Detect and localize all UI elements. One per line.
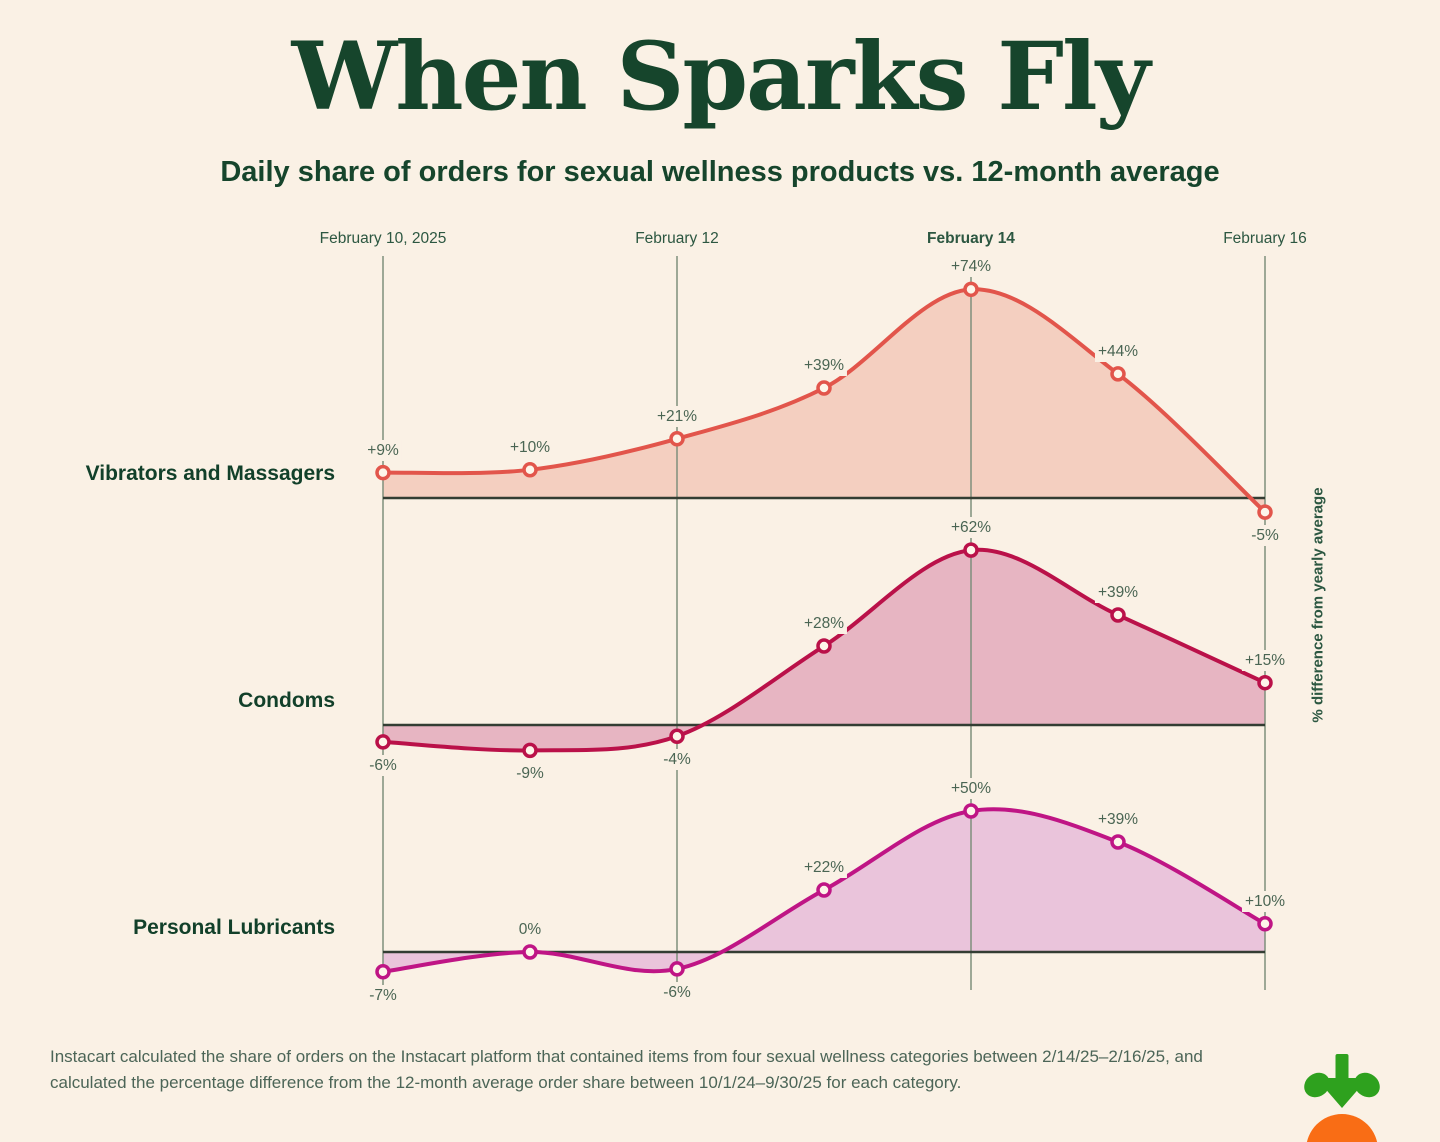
data-point-label: 0%	[515, 919, 545, 940]
data-point-label: -4%	[660, 749, 694, 771]
data-point-label: -7%	[366, 984, 400, 1006]
data-point-marker	[1110, 366, 1126, 382]
data-point-marker	[1257, 674, 1273, 691]
series-area	[383, 289, 1265, 513]
instacart-carrot-logo	[1304, 1054, 1380, 1142]
data-point-marker	[522, 944, 538, 960]
data-point-marker	[1257, 504, 1273, 520]
x-tick-label: February 12	[635, 230, 719, 247]
data-point-marker	[669, 728, 685, 745]
carrot-body	[1306, 1114, 1378, 1142]
x-tick-label: February 10, 2025	[319, 230, 447, 247]
data-point-marker	[375, 963, 391, 980]
data-point-marker	[816, 882, 832, 898]
data-point-label: -9%	[513, 763, 547, 785]
data-point-marker	[375, 464, 391, 481]
data-point-marker	[816, 380, 832, 396]
series-name-label: Personal Lubricants	[133, 916, 335, 939]
data-point-marker	[522, 462, 538, 478]
data-point-label: +62%	[947, 517, 995, 539]
data-point-label: -5%	[1248, 525, 1282, 547]
data-point-marker	[522, 742, 538, 759]
data-point-marker	[669, 961, 685, 977]
series-name-label: Vibrators and Massagers	[85, 462, 335, 485]
data-point-marker	[669, 431, 685, 447]
carrot-leaf-arrow	[1304, 1054, 1380, 1108]
page-title: When Sparks Fly	[291, 22, 1151, 132]
data-point-label: +22%	[800, 856, 848, 878]
data-point-label: -6%	[660, 981, 694, 1003]
data-point-label: -6%	[366, 754, 400, 776]
data-point-marker	[963, 542, 979, 558]
data-point-label: +39%	[1094, 582, 1142, 604]
x-tick-label: February 16	[1223, 230, 1307, 247]
data-point-marker	[1110, 607, 1126, 623]
data-point-label: +74%	[947, 256, 995, 278]
data-point-label: +10%	[1241, 890, 1289, 912]
data-point-marker	[375, 734, 391, 750]
right-axis-label: % difference from yearly average	[1309, 487, 1327, 723]
data-point-marker	[963, 281, 979, 298]
data-point-label: +9%	[364, 439, 402, 461]
data-point-marker	[963, 803, 979, 819]
data-point-marker	[816, 638, 832, 654]
methodology-note: Instacart calculated the share of orders…	[50, 1047, 1203, 1093]
data-point-label: +39%	[800, 355, 848, 377]
data-point-marker	[1110, 834, 1126, 850]
data-point-label: +39%	[1094, 809, 1142, 831]
data-point-label: +28%	[800, 613, 848, 635]
series-name-label: Condoms	[238, 689, 335, 712]
x-tick-label: February 14	[927, 230, 1015, 247]
data-point-marker	[1257, 916, 1273, 932]
data-point-label: +21%	[653, 405, 701, 427]
data-point-label: +15%	[1241, 649, 1289, 671]
data-point-label: +44%	[1094, 340, 1142, 362]
data-point-label: +10%	[506, 436, 554, 458]
data-point-label: +50%	[947, 778, 995, 799]
page-subtitle: Daily share of orders for sexual wellnes…	[220, 156, 1220, 188]
